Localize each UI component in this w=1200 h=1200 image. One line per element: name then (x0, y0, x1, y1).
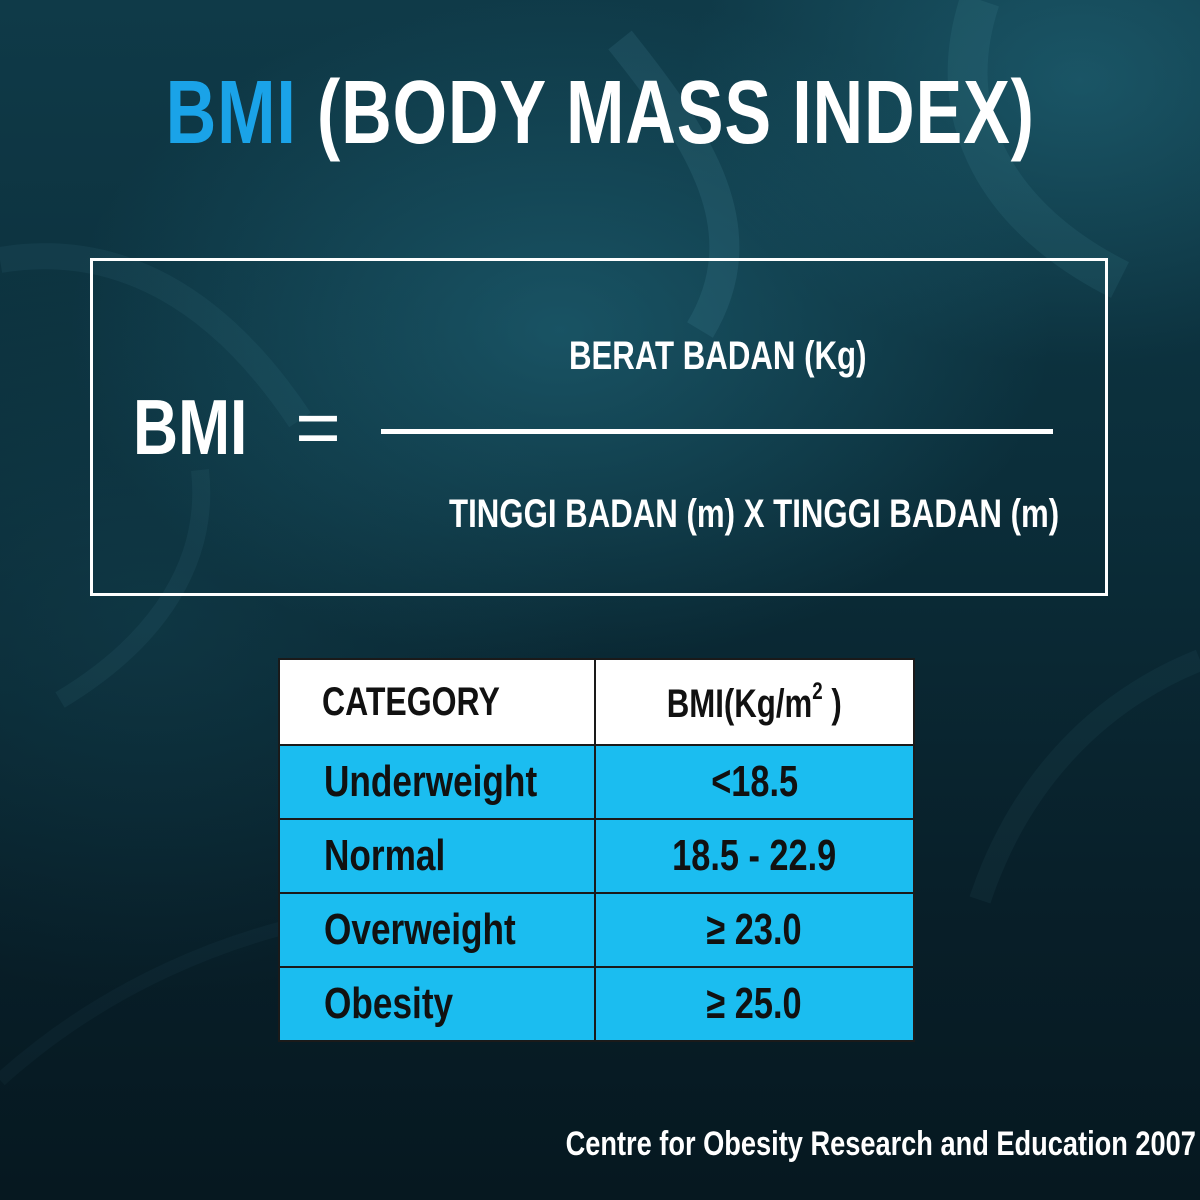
title-accent: BMI (165, 63, 297, 163)
bmi-value-cell: <18.5 (594, 744, 915, 820)
table-row: Overweight ≥ 23.0 (278, 892, 915, 968)
category-cell: Underweight (278, 744, 596, 820)
fraction-bar (381, 429, 1053, 434)
category-cell: Obesity (278, 966, 596, 1042)
table-header-row: CATEGORY BMI(Kg/m2 ) (278, 658, 915, 746)
table-row: Obesity ≥ 25.0 (278, 966, 915, 1042)
category-cell: Normal (278, 818, 596, 894)
formula-box: BMI = BERAT BADAN (Kg) TINGGI BADAN (m) … (90, 258, 1108, 596)
formula-numerator: BERAT BADAN (Kg) (569, 334, 867, 378)
bmi-value-cell: ≥ 25.0 (594, 966, 915, 1042)
table-row: Normal 18.5 - 22.9 (278, 818, 915, 894)
formula-denominator: TINGGI BADAN (m) X TINGGI BADAN (m) (449, 492, 1060, 536)
title-rest: (BODY MASS INDEX) (316, 63, 1035, 163)
column-header-category: CATEGORY (278, 658, 596, 746)
bmi-category-table: CATEGORY BMI(Kg/m2 ) Underweight <18.5 N… (278, 658, 915, 1042)
formula-lhs: BMI (133, 383, 248, 471)
formula-equals: = (295, 383, 341, 471)
column-header-bmi: BMI(Kg/m2 ) (594, 658, 915, 746)
source-citation: Centre for Obesity Research and Educatio… (565, 1125, 1196, 1163)
category-cell: Overweight (278, 892, 596, 968)
table-row: Underweight <18.5 (278, 744, 915, 820)
bmi-value-cell: 18.5 - 22.9 (594, 818, 915, 894)
page-title: BMI (BODY MASS INDEX) (0, 58, 1200, 168)
bmi-value-cell: ≥ 23.0 (594, 892, 915, 968)
